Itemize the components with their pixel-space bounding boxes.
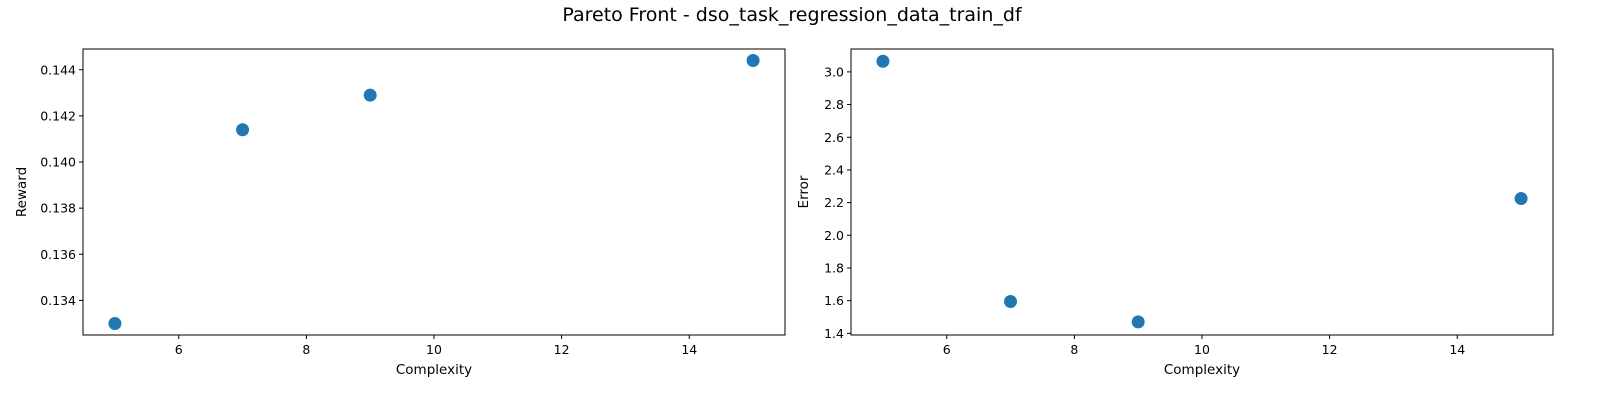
y-tick-label: 1.6 (824, 293, 844, 308)
axes-frame-2 (850, 48, 1554, 336)
x-tick-label: 8 (302, 342, 310, 357)
data-point (746, 54, 760, 68)
data-point (236, 123, 250, 137)
x-tick-label: 6 (943, 342, 951, 357)
x-axis-label-1: Complexity (396, 362, 472, 378)
data-point (1004, 294, 1018, 308)
y-tick-label: 2.4 (824, 162, 844, 177)
y-tick-label: 2.2 (824, 195, 844, 210)
y-tick-label: 1.4 (824, 326, 844, 341)
y-tick-label: 0.142 (40, 108, 76, 123)
x-tick-label: 10 (426, 342, 442, 357)
data-point (363, 88, 377, 102)
data-point (1514, 192, 1528, 206)
figure-title: Pareto Front - dso_task_regression_data_… (562, 4, 1022, 26)
data-point (108, 316, 122, 330)
x-tick-label: 12 (554, 342, 570, 357)
x-tick-label: 6 (175, 342, 183, 357)
x-tick-label: 8 (1070, 342, 1078, 357)
data-point (876, 54, 890, 68)
x-tick-label: 12 (1322, 342, 1338, 357)
y-axis-label-2: Error (796, 175, 812, 208)
y-tick-label: 3.0 (824, 64, 844, 79)
y-tick-label: 2.6 (824, 130, 844, 145)
y-axis-label-1: Reward (14, 167, 30, 217)
y-tick-label: 0.138 (40, 201, 76, 216)
y-tick-label: 0.140 (40, 155, 76, 170)
x-tick-label: 14 (681, 342, 697, 357)
y-tick-label: 2.0 (824, 228, 844, 243)
x-tick-label: 14 (1449, 342, 1465, 357)
y-tick-label: 0.136 (40, 247, 76, 262)
y-tick-label: 0.144 (40, 62, 76, 77)
y-tick-label: 1.8 (824, 260, 844, 275)
x-tick-label: 10 (1194, 342, 1210, 357)
data-point (1131, 315, 1145, 329)
axes-frame-1 (82, 48, 786, 336)
y-tick-label: 0.134 (40, 293, 76, 308)
y-tick-label: 2.8 (824, 97, 844, 112)
x-axis-label-2: Complexity (1164, 362, 1240, 378)
